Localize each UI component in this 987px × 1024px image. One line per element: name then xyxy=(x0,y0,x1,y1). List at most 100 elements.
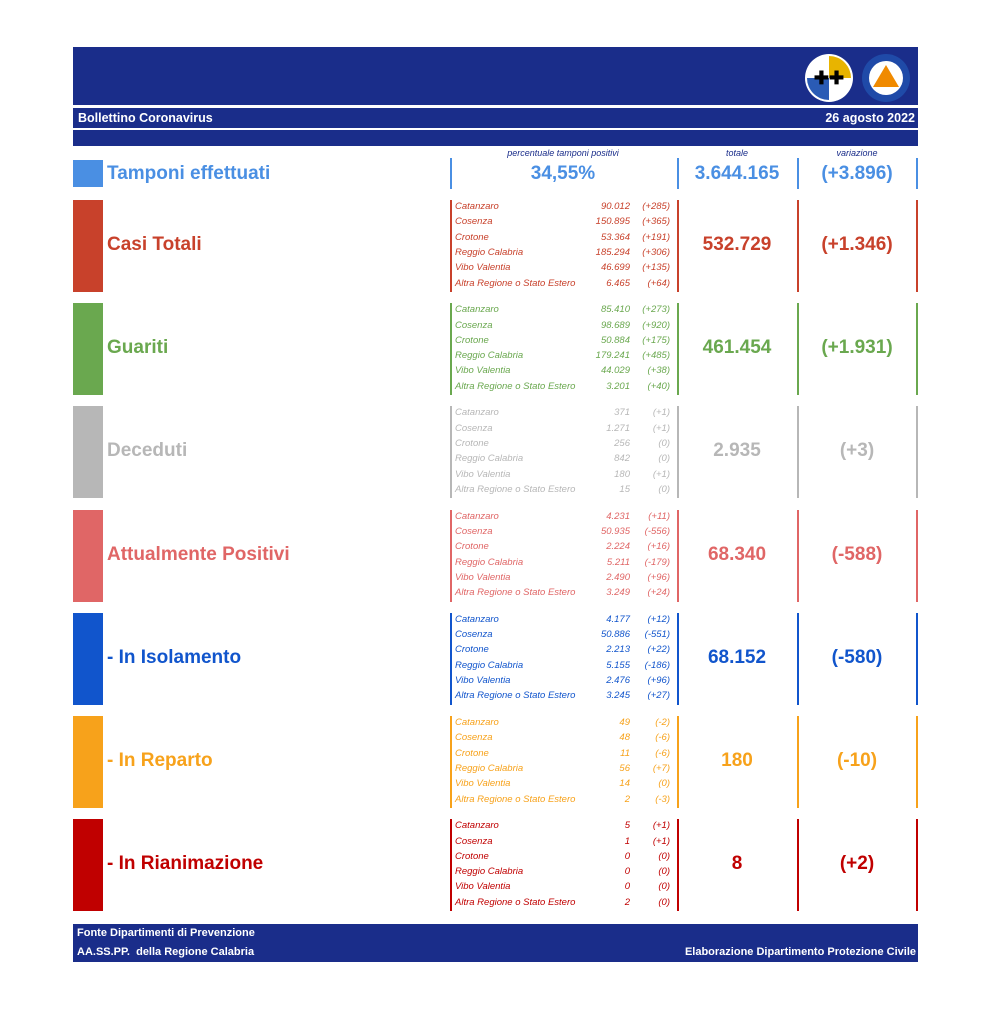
color-bar xyxy=(73,716,103,808)
province-change: (+1) xyxy=(652,422,670,434)
divider xyxy=(797,819,799,912)
province-name: Catanzaro xyxy=(455,717,499,728)
province-change: (-2) xyxy=(655,717,670,728)
province-change: (+38) xyxy=(647,365,670,377)
province-value: 2 xyxy=(624,793,630,805)
color-bar xyxy=(73,200,103,292)
divider xyxy=(797,406,799,499)
province-name: Crotone xyxy=(455,644,489,656)
total: 8 xyxy=(731,853,743,875)
divider xyxy=(677,509,679,602)
change: (-580) xyxy=(831,646,883,668)
province-change: (+365) xyxy=(642,216,670,228)
province-change: (+16) xyxy=(647,541,670,553)
bulletin-date: 26 agosto 2022 xyxy=(825,111,915,125)
province-name: Vibo Valentia xyxy=(455,468,511,480)
province-value: 179.241 xyxy=(595,350,630,362)
logos: ✚✚ xyxy=(805,54,910,102)
province-change: (-6) xyxy=(655,747,670,759)
divider xyxy=(450,716,452,808)
change: (+3) xyxy=(839,440,875,462)
province-change: (+1) xyxy=(652,820,670,832)
province-value: 44.029 xyxy=(600,365,630,377)
province-name: Crotone xyxy=(455,850,489,862)
bulletin-title: Bollettino Coronavirus xyxy=(78,111,213,125)
province-name: Vibo Valentia xyxy=(455,675,511,686)
province-change: (+12) xyxy=(647,613,670,625)
province-change: (+135) xyxy=(642,262,670,274)
province-value: 50.884 xyxy=(600,334,630,346)
province-value: 50.935 xyxy=(600,525,630,537)
color-bar xyxy=(73,303,103,396)
divider xyxy=(677,200,679,292)
province-name: Crotone xyxy=(455,334,489,346)
province-change: (0) xyxy=(658,896,670,908)
province-value: 2.224 xyxy=(606,541,630,553)
province-name: Reggio Calabria xyxy=(455,659,524,671)
province-change: (+191) xyxy=(642,231,670,243)
province-value: 48 xyxy=(619,732,630,744)
province-name: Altra Regione o Stato Estero xyxy=(455,380,576,392)
province-name: Catanzaro xyxy=(455,407,499,419)
province-change: (0) xyxy=(658,778,670,790)
province-change: (+40) xyxy=(647,380,670,392)
province-name: Crotone xyxy=(455,541,489,553)
logo-part xyxy=(829,56,851,78)
color-bar xyxy=(73,406,103,499)
province-name: Reggio Calabria xyxy=(455,246,524,258)
total: 2.935 xyxy=(713,440,761,462)
province-value: 3.249 xyxy=(606,587,630,599)
divider xyxy=(677,303,679,396)
divider xyxy=(916,200,918,292)
logo-symbol: ✚✚ xyxy=(814,68,844,88)
province-value: 1.271 xyxy=(606,422,630,434)
change: (+2) xyxy=(839,853,875,875)
province-name: Vibo Valentia xyxy=(455,365,511,377)
province-name: Crotone xyxy=(455,747,489,759)
total: 68.340 xyxy=(707,543,767,565)
divider xyxy=(797,612,799,705)
section-label: - In Reparto xyxy=(107,750,213,771)
province-name: Cosenza xyxy=(455,216,493,228)
province-change: (+24) xyxy=(647,587,670,599)
province-name: Cosenza xyxy=(455,319,493,331)
province-name: Vibo Valentia xyxy=(455,881,511,893)
province-value: 49 xyxy=(619,717,630,728)
province-value: 2 xyxy=(624,896,630,908)
column-header: percentuale tamponi positivi xyxy=(507,148,619,158)
province-value: 11 xyxy=(620,747,630,759)
province-change: (+273) xyxy=(642,304,670,316)
percent-positive: 34,55% xyxy=(530,163,596,184)
province-value: 4.231 xyxy=(606,510,630,522)
province-name: Reggio Calabria xyxy=(455,866,524,878)
province-name: Cosenza xyxy=(455,525,493,537)
province-change: (-6) xyxy=(655,732,670,744)
change: (-10) xyxy=(836,750,878,771)
province-name: Catanzaro xyxy=(455,510,499,522)
logo-part xyxy=(807,78,829,100)
total: 461.454 xyxy=(702,337,772,359)
province-value: 2.213 xyxy=(606,644,630,656)
province-value: 5 xyxy=(624,820,630,832)
province-name: Catanzaro xyxy=(455,613,499,625)
province-name: Altra Regione o Stato Estero xyxy=(455,690,576,702)
province-change: (0) xyxy=(658,453,670,465)
divider xyxy=(450,200,452,292)
province-value: 185.294 xyxy=(595,246,630,258)
province-change: (-3) xyxy=(655,793,670,805)
province-value: 0 xyxy=(624,850,630,862)
province-name: Crotone xyxy=(455,438,489,449)
province-change: (-551) xyxy=(644,629,670,641)
province-name: Cosenza xyxy=(455,835,493,847)
province-change: (+96) xyxy=(647,571,670,583)
province-name: Altra Regione o Stato Estero xyxy=(455,896,576,908)
divider xyxy=(450,509,452,602)
province-change: (+7) xyxy=(652,762,670,774)
province-value: 256 xyxy=(614,438,630,449)
province-name: Altra Regione o Stato Estero xyxy=(455,277,576,289)
section-label: - In Isolamento xyxy=(107,646,242,668)
province-change: (+1) xyxy=(652,468,670,480)
divider xyxy=(450,612,452,705)
province-name: Catanzaro xyxy=(455,304,499,316)
total: 180 xyxy=(721,750,753,771)
